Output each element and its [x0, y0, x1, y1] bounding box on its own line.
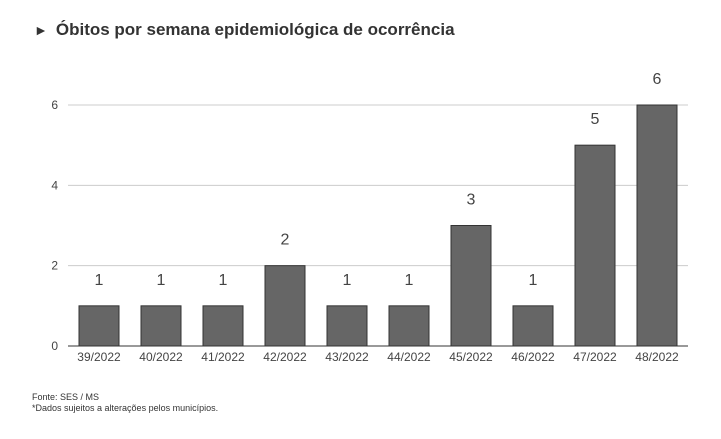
disclaimer-note: *Dados sujeitos a alterações pelos munic… [32, 403, 219, 413]
bar [512, 305, 554, 347]
x-axis-ticks: 39/2022 40/2022 41/2022 42/2022 43/2022 44/20… [77, 350, 679, 364]
y-tick-label: 0 [51, 339, 58, 353]
x-tick-label: 40/2022 [139, 350, 183, 364]
chart-title-row: ► Óbitos por semana epidemiológica de oc… [34, 20, 455, 40]
source-note: Fonte: SES / MS [32, 392, 100, 402]
bar [388, 305, 430, 347]
y-tick-label: 4 [51, 178, 58, 192]
bar [140, 305, 182, 347]
chart-title: Óbitos por semana epidemiológica de ocor… [55, 20, 455, 39]
data-label: 6 [653, 71, 662, 88]
x-tick-label: 42/2022 [263, 350, 307, 364]
x-tick-label: 44/2022 [387, 350, 431, 364]
bar [78, 305, 120, 347]
x-tick-label: 43/2022 [325, 350, 369, 364]
y-tick-label: 6 [51, 98, 58, 112]
y-tick-label: 2 [51, 259, 58, 273]
data-label: 1 [219, 272, 228, 289]
bars [78, 104, 678, 347]
bar [326, 305, 368, 347]
chart-footer: Fonte: SES / MS *Dados sujeitos a altera… [32, 392, 218, 414]
data-label: 5 [591, 111, 600, 128]
data-label: 2 [281, 232, 290, 249]
data-label: 1 [343, 272, 352, 289]
x-tick-label: 41/2022 [201, 350, 245, 364]
data-label: 1 [157, 272, 166, 289]
data-label: 1 [405, 272, 414, 289]
bar [450, 225, 492, 347]
x-tick-label: 39/2022 [77, 350, 121, 364]
bar [264, 265, 306, 347]
data-labels: 1 1 1 2 1 1 3 1 5 6 [95, 71, 662, 289]
x-tick-label: 47/2022 [573, 350, 617, 364]
x-tick-label: 45/2022 [449, 350, 493, 364]
bar [636, 104, 678, 347]
bar [202, 305, 244, 347]
data-label: 3 [467, 192, 476, 209]
bar [574, 144, 616, 347]
y-axis-ticks: 0 2 4 6 [51, 98, 58, 353]
x-tick-label: 48/2022 [635, 350, 679, 364]
x-tick-label: 46/2022 [511, 350, 555, 364]
title-arrow-icon: ► [34, 22, 48, 38]
data-label: 1 [95, 272, 104, 289]
data-label: 1 [529, 272, 538, 289]
